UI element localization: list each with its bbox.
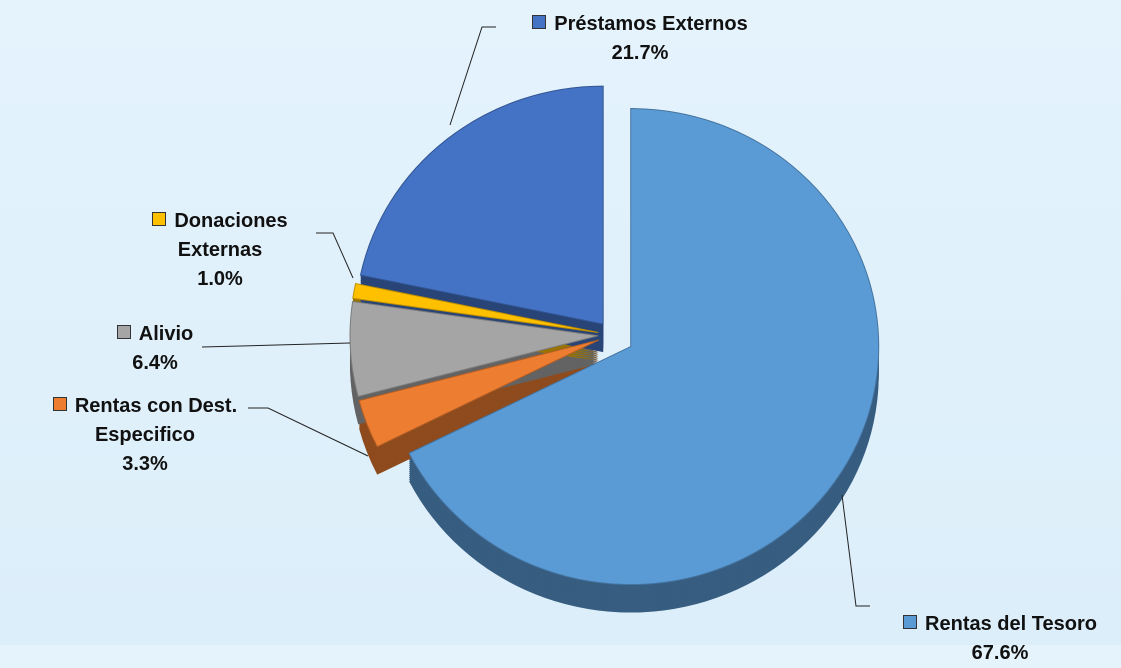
data-label: Rentas con Dest. Especifico 3.3% <box>5 392 285 479</box>
data-label: Alivio 6.4% <box>70 320 240 378</box>
slice <box>352 282 599 334</box>
chart <box>201 26 880 613</box>
leader-line <box>201 342 351 348</box>
label-name-line: Donaciones Externas <box>120 207 320 265</box>
value-label: 6.4% <box>132 352 178 374</box>
leader-line <box>316 232 354 279</box>
leader-line <box>449 26 496 126</box>
label-name-line: Rentas del Tesoro <box>850 610 1121 639</box>
category-label: Rentas del Tesoro <box>925 613 1097 635</box>
slice <box>358 339 600 448</box>
category-label: Donaciones Externas <box>174 210 288 261</box>
slice <box>349 300 599 398</box>
category-label: Alivio <box>138 323 194 345</box>
data-label: Rentas del Tesoro 67.6% <box>850 610 1121 668</box>
legend-swatch <box>903 615 918 629</box>
legend-swatch <box>152 212 167 226</box>
value-label: 1.0% <box>197 268 243 290</box>
label-name-line: Préstamos Externos <box>440 10 840 39</box>
leader-line <box>841 494 870 607</box>
slices <box>349 85 880 586</box>
legend-swatch <box>116 325 131 339</box>
slice <box>359 85 604 325</box>
legend-swatch <box>532 15 547 29</box>
leader-lines <box>201 26 870 607</box>
label-name-line: Alivio <box>70 320 240 349</box>
legend-swatch <box>52 397 67 411</box>
category-label: Rentas con Dest. Especifico <box>74 395 238 446</box>
category-label: Préstamos Externos <box>554 13 748 35</box>
value-label: 67.6% <box>971 642 1029 664</box>
leader-line <box>248 407 369 457</box>
data-label: Préstamos Externos 21.7% <box>440 10 840 68</box>
value-label: 3.3% <box>122 453 168 475</box>
data-label: Donaciones Externas 1.0% <box>120 207 320 294</box>
label-name-line: Rentas con Dest. Especifico <box>5 392 285 450</box>
value-label: 21.7% <box>611 42 669 64</box>
slice <box>408 108 880 586</box>
